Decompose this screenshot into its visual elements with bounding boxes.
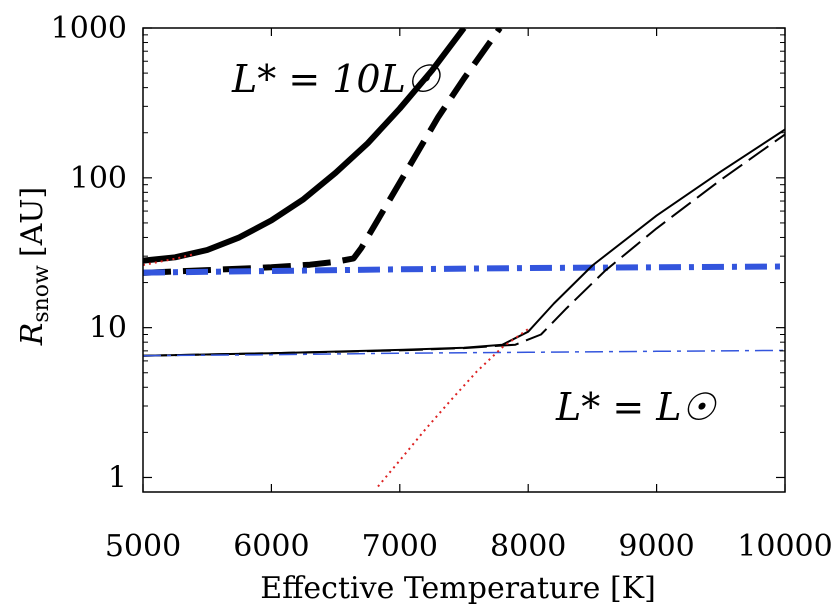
ticks: 5000 6000 7000 8000 9000 10000 1 10 100 1000 <box>51 11 831 564</box>
series-Lsun-dashdot <box>143 349 785 357</box>
y-axis-label-subscript: snow <box>29 265 54 323</box>
y-axis-label: Rsnow [AU] <box>15 187 54 347</box>
series-red-dotted-lower <box>377 328 529 488</box>
y-tick-label: 100 <box>70 161 127 196</box>
series-10Lsun-solid <box>143 28 467 264</box>
series-Lsun-solid <box>143 128 785 357</box>
x-tick-label: 10000 <box>737 529 831 564</box>
x-tick-label: 7000 <box>362 529 438 564</box>
y-axis-label-unit: [AU] <box>15 187 50 257</box>
annotation-lsun: L* = L☉ <box>555 385 717 429</box>
series-10Lsun-dashdot <box>143 263 785 276</box>
x-axis-label: Effective Temperature [K] <box>260 571 656 606</box>
plot-area <box>142 27 786 493</box>
series-red-dotted-upper <box>143 253 195 266</box>
plot-frame <box>142 27 786 493</box>
y-tick-label: 1 <box>108 460 127 495</box>
y-axis-label-symbol: R <box>15 323 50 347</box>
x-tick-label: 6000 <box>233 529 309 564</box>
annotation-10lsun: L* = 10L☉ <box>231 57 442 101</box>
x-tick-label: 9000 <box>618 529 694 564</box>
x-tick-label: 5000 <box>105 529 181 564</box>
series-group <box>143 28 785 488</box>
y-tick-label: 10 <box>89 311 127 346</box>
x-tick-label: 8000 <box>490 529 566 564</box>
series-10Lsun-dashed <box>143 28 503 276</box>
y-tick-label: 1000 <box>51 11 127 46</box>
series-Lsun-dashed <box>143 133 785 357</box>
